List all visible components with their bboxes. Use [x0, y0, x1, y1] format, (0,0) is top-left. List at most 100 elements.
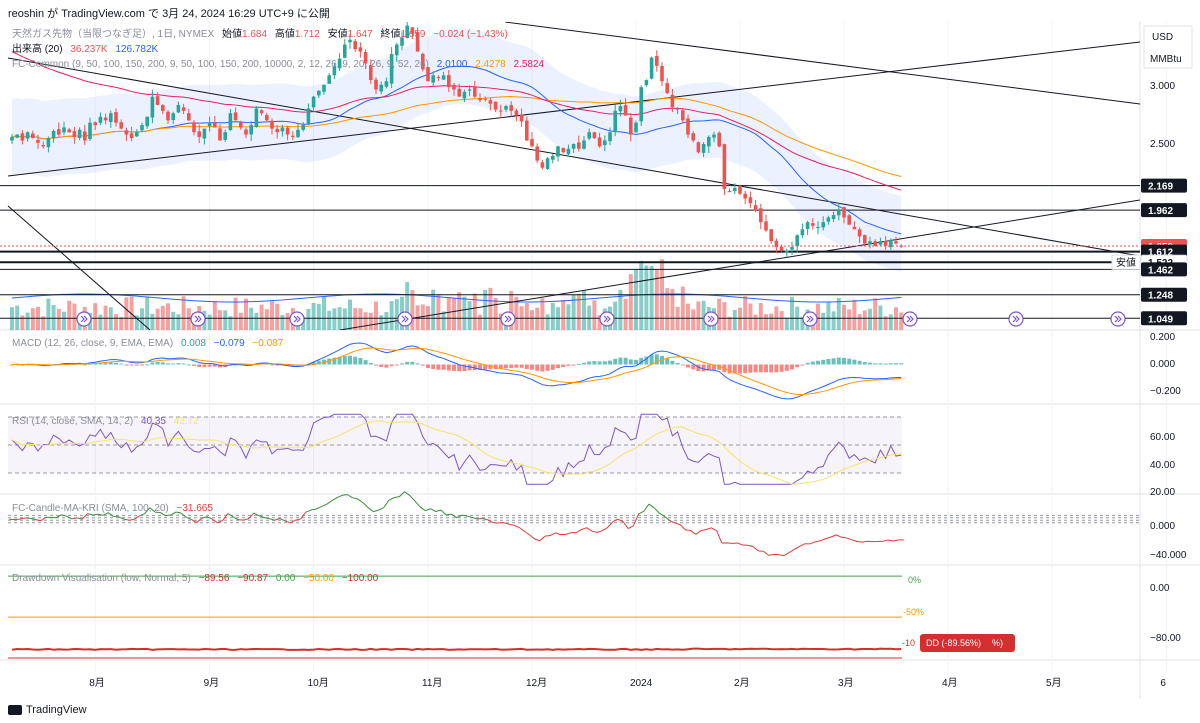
candle[interactable]	[535, 143, 539, 164]
candle[interactable]	[239, 120, 243, 130]
candle[interactable]	[25, 131, 30, 142]
candle[interactable]	[15, 134, 19, 139]
candle[interactable]	[171, 111, 175, 125]
candle[interactable]	[701, 142, 706, 157]
time-axis[interactable]: 8月 9月 10月 11月 12月 2024 2月 3月 4月 5月 6	[89, 677, 1166, 689]
candle[interactable]	[655, 50, 659, 72]
candle[interactable]	[337, 53, 342, 72]
candle[interactable]	[447, 69, 451, 93]
candle[interactable]	[254, 105, 259, 128]
candle[interactable]	[878, 237, 883, 247]
candle[interactable]	[852, 221, 857, 230]
candle[interactable]	[883, 236, 888, 250]
candle[interactable]	[88, 117, 92, 142]
candle[interactable]	[665, 77, 669, 95]
candle[interactable]	[727, 188, 732, 193]
candle[interactable]	[821, 216, 825, 231]
candle[interactable]	[31, 130, 35, 139]
candle[interactable]	[280, 124, 285, 137]
candle[interactable]	[67, 127, 71, 134]
candle[interactable]	[306, 103, 311, 126]
candle[interactable]	[805, 220, 810, 235]
candle[interactable]	[301, 122, 305, 132]
candle[interactable]	[530, 132, 534, 148]
event-marker-icon[interactable]	[1008, 311, 1024, 327]
candle[interactable]	[296, 123, 300, 138]
candle[interactable]	[233, 107, 238, 121]
tradingview-logo[interactable]: TradingView	[8, 704, 87, 716]
candle[interactable]	[114, 108, 118, 127]
candle[interactable]	[57, 122, 61, 138]
candle[interactable]	[436, 75, 441, 82]
candle[interactable]	[509, 101, 513, 117]
candle[interactable]	[389, 47, 394, 89]
candle[interactable]	[457, 83, 461, 97]
candle[interactable]	[363, 49, 368, 70]
price-axis[interactable]: USD MMBtu 3.000 2.500	[1143, 25, 1193, 150]
candle[interactable]	[228, 108, 233, 132]
candle[interactable]	[202, 128, 207, 145]
candle[interactable]	[213, 115, 217, 128]
event-marker-icon[interactable]	[76, 311, 92, 327]
candle[interactable]	[41, 141, 45, 149]
candle[interactable]	[566, 144, 571, 157]
candle[interactable]	[863, 234, 867, 246]
candle[interactable]	[831, 211, 836, 222]
candle[interactable]	[369, 59, 373, 85]
candle[interactable]	[374, 77, 378, 95]
candle[interactable]	[743, 190, 747, 205]
candle[interactable]	[249, 121, 253, 142]
candle[interactable]	[462, 89, 467, 102]
candle[interactable]	[62, 121, 66, 136]
candle[interactable]	[10, 134, 14, 145]
candle[interactable]	[889, 238, 893, 250]
candle[interactable]	[421, 52, 425, 72]
candle[interactable]	[686, 114, 690, 139]
candle[interactable]	[244, 127, 248, 139]
candle[interactable]	[98, 112, 103, 126]
candle[interactable]	[77, 127, 82, 141]
candle[interactable]	[197, 124, 201, 144]
candle[interactable]	[634, 120, 638, 133]
candle[interactable]	[187, 108, 191, 122]
candle[interactable]	[769, 229, 773, 244]
candle[interactable]	[681, 108, 685, 124]
candle[interactable]	[691, 130, 695, 143]
candle[interactable]	[712, 131, 716, 143]
candle[interactable]	[36, 134, 40, 149]
candle[interactable]	[140, 122, 144, 133]
candle[interactable]	[837, 202, 841, 221]
candle[interactable]	[800, 223, 805, 239]
candle[interactable]	[317, 90, 321, 99]
candle[interactable]	[358, 42, 363, 58]
candle[interactable]	[72, 126, 77, 144]
candle[interactable]	[717, 131, 721, 148]
candle[interactable]	[426, 66, 430, 82]
candle[interactable]	[707, 135, 711, 154]
event-marker-icon[interactable]	[703, 311, 719, 327]
candle[interactable]	[405, 20, 409, 39]
currency-box[interactable]	[1143, 25, 1193, 69]
candle[interactable]	[161, 103, 165, 115]
candle[interactable]	[639, 85, 643, 127]
candle[interactable]	[811, 218, 815, 230]
candle[interactable]	[722, 143, 727, 195]
candle[interactable]	[675, 107, 680, 115]
candle[interactable]	[103, 113, 108, 125]
candle[interactable]	[493, 101, 498, 112]
candle[interactable]	[124, 127, 129, 142]
candle[interactable]	[291, 131, 295, 140]
candle[interactable]	[504, 104, 508, 113]
candle[interactable]	[670, 89, 675, 113]
candle[interactable]	[478, 93, 482, 103]
candle[interactable]	[119, 119, 123, 130]
candle[interactable]	[629, 112, 633, 142]
candle[interactable]	[488, 97, 493, 111]
candle[interactable]	[207, 116, 212, 132]
candle[interactable]	[660, 62, 664, 87]
event-marker-icon[interactable]	[1110, 311, 1126, 327]
candle[interactable]	[603, 135, 607, 152]
candle[interactable]	[847, 213, 851, 226]
candle[interactable]	[93, 121, 97, 131]
candle[interactable]	[192, 120, 196, 136]
